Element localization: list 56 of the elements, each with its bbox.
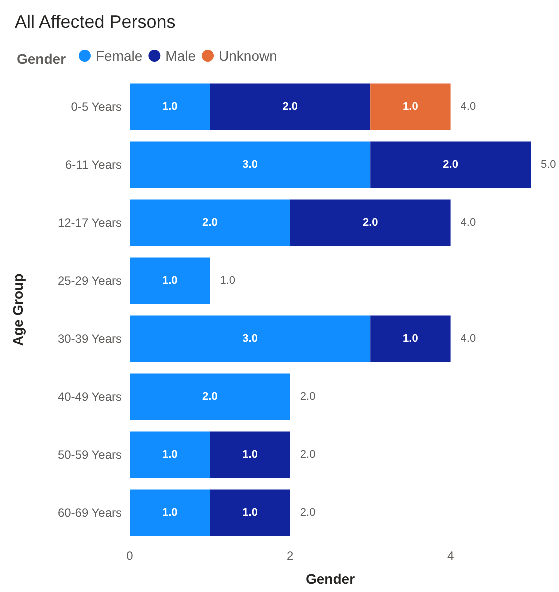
- total-label: 2.0: [300, 449, 316, 461]
- bar: [370, 84, 451, 130]
- y-tick-label: 30-39 Years: [58, 332, 122, 346]
- data-label: 1.0: [242, 507, 258, 519]
- bar: [130, 200, 290, 246]
- data-label: 2.0: [443, 159, 458, 171]
- total-label: 4.0: [460, 333, 476, 345]
- data-label: 2.0: [202, 391, 218, 403]
- bar: [210, 490, 290, 536]
- y-tick-label: 12-17 Years: [58, 216, 122, 230]
- bar: [370, 316, 451, 362]
- total-label: 2.0: [300, 391, 316, 403]
- y-tick-label: 50-59 Years: [58, 448, 122, 462]
- data-label: 1.0: [403, 333, 418, 345]
- bar: [210, 432, 290, 478]
- bar: [130, 84, 210, 130]
- x-tick-label: 2: [287, 549, 294, 563]
- data-label: 1.0: [403, 101, 418, 113]
- bar: [210, 84, 371, 130]
- legend-label: Female: [96, 48, 143, 64]
- total-label: 4.0: [460, 101, 476, 113]
- data-label: 3.0: [242, 159, 258, 171]
- y-tick-label: 40-49 Years: [58, 390, 122, 404]
- chart-title: All Affected Persons: [15, 12, 176, 32]
- data-label: 1.0: [162, 101, 178, 113]
- bar: [130, 258, 210, 304]
- data-label: 1.0: [162, 275, 178, 287]
- data-label: 1.0: [162, 449, 178, 461]
- data-label: 2.0: [282, 101, 298, 113]
- data-label: 2.0: [202, 217, 218, 229]
- y-tick-label: 60-69 Years: [58, 506, 122, 520]
- bar: [130, 490, 210, 536]
- bar: [130, 374, 290, 420]
- bar: [130, 142, 371, 188]
- legend-label: Male: [166, 48, 196, 64]
- data-label: 3.0: [242, 333, 258, 345]
- data-label: 1.0: [242, 449, 258, 461]
- x-tick-label: 4: [447, 549, 454, 563]
- y-tick-label: 25-29 Years: [58, 274, 122, 288]
- total-label: 4.0: [460, 217, 476, 229]
- y-axis-title: Age Group: [10, 274, 26, 346]
- total-label: 2.0: [300, 507, 316, 519]
- data-label: 1.0: [162, 507, 178, 519]
- total-label: 1.0: [220, 275, 236, 287]
- total-label: 5.0: [541, 159, 556, 171]
- y-tick-label: 6-11 Years: [66, 158, 122, 172]
- data-label: 2.0: [362, 217, 378, 229]
- legend-title: Gender: [17, 51, 67, 67]
- bar: [370, 142, 531, 188]
- x-tick-label: 0: [126, 549, 134, 563]
- y-tick-label: 0-5 Years: [71, 100, 122, 114]
- x-axis-title: Gender: [306, 571, 356, 587]
- bar: [130, 316, 371, 362]
- bar: [290, 200, 451, 246]
- bar: [130, 432, 210, 478]
- legend-label: Unknown: [219, 48, 278, 64]
